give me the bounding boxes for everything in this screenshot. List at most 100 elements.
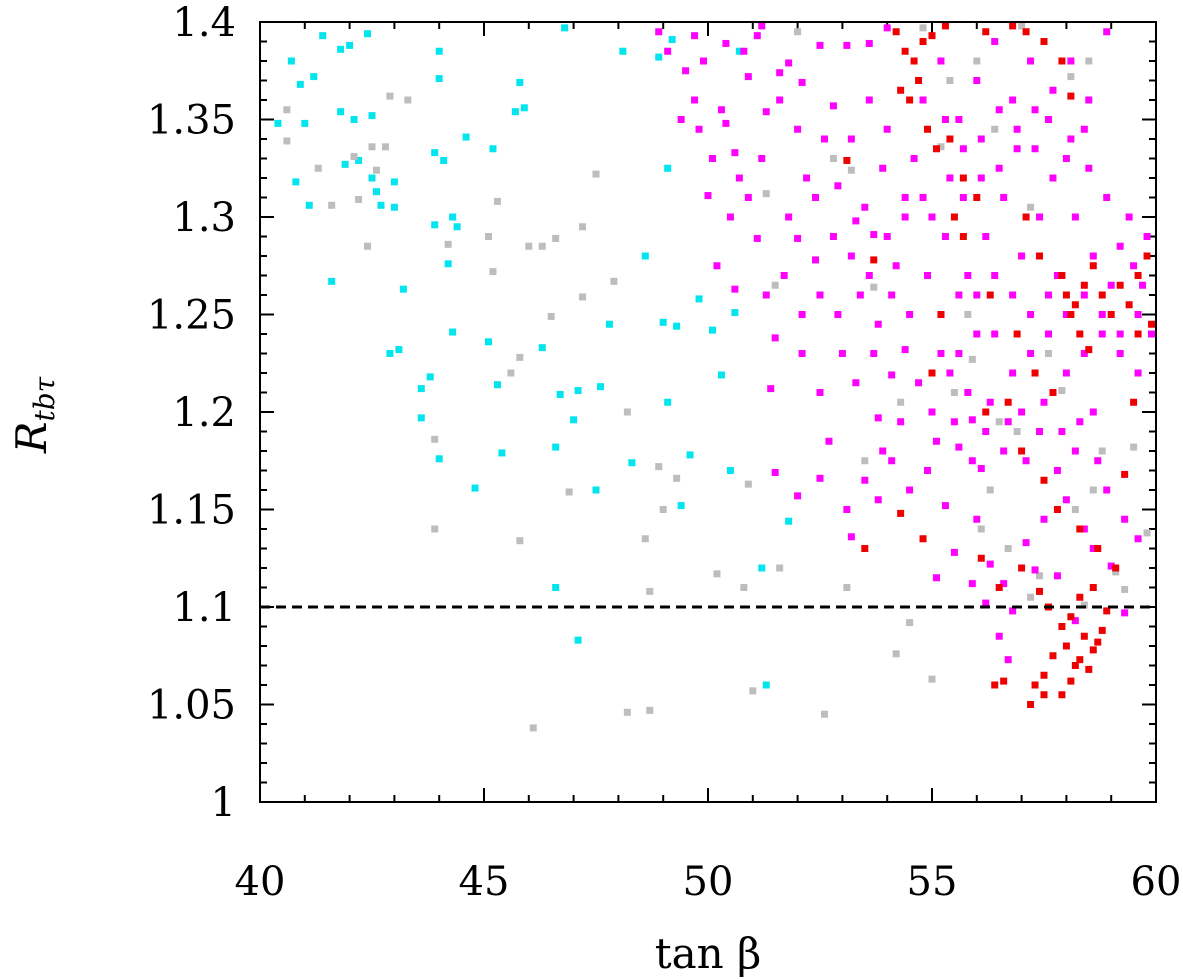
data-point — [1116, 281, 1124, 289]
data-point — [1058, 57, 1066, 65]
data-point — [1076, 330, 1084, 338]
data-point — [552, 584, 560, 591]
data-point — [1112, 568, 1120, 576]
y-axis-label: Rtbτ — [7, 376, 61, 454]
data-point — [668, 36, 676, 44]
data-point — [498, 449, 506, 457]
data-point — [753, 234, 761, 242]
data-point — [1103, 194, 1111, 201]
data-point — [1036, 252, 1044, 260]
data-point — [982, 28, 990, 36]
data-point — [328, 277, 336, 285]
data-point — [995, 164, 1003, 172]
data-point — [995, 584, 1003, 591]
data-point — [1058, 623, 1066, 630]
data-point — [283, 106, 291, 114]
data-point — [484, 338, 492, 346]
data-point — [664, 398, 672, 406]
data-point — [1009, 22, 1017, 30]
data-point — [977, 465, 985, 473]
data-point — [852, 217, 860, 225]
data-point — [561, 24, 569, 32]
data-point — [1053, 506, 1061, 513]
data-point — [717, 371, 725, 379]
data-point — [1121, 609, 1129, 617]
data-point — [686, 451, 694, 459]
data-point — [1076, 593, 1084, 601]
data-point — [659, 318, 667, 326]
data-point — [973, 291, 981, 299]
data-point — [605, 320, 613, 328]
data-point — [579, 293, 587, 301]
data-point — [735, 47, 743, 55]
data-point — [1089, 486, 1097, 494]
data-point — [1027, 57, 1035, 65]
data-point — [991, 681, 999, 689]
data-point — [1076, 656, 1084, 664]
data-point — [1053, 467, 1061, 474]
data-point — [919, 535, 927, 543]
data-point — [906, 311, 914, 318]
data-point — [1013, 145, 1021, 153]
data-point — [341, 160, 349, 168]
data-point — [395, 346, 403, 354]
data-point — [1080, 125, 1088, 133]
data-point — [910, 155, 918, 162]
data-point — [968, 355, 976, 363]
data-point — [1027, 350, 1035, 357]
data-point — [1018, 22, 1026, 30]
data-point — [941, 502, 949, 510]
data-point — [1076, 418, 1084, 426]
data-point — [762, 108, 770, 116]
y-tick-label: 1.1 — [172, 585, 236, 631]
data-point — [888, 291, 896, 299]
data-point — [655, 463, 663, 471]
data-point — [301, 119, 309, 127]
data-point — [991, 38, 999, 45]
data-point — [1031, 106, 1039, 114]
data-point — [695, 125, 703, 133]
data-point — [1049, 86, 1057, 94]
data-point — [1040, 476, 1048, 484]
data-point — [968, 416, 976, 424]
data-point — [762, 681, 770, 689]
x-tick-label: 40 — [235, 859, 286, 905]
data-point — [1089, 584, 1097, 591]
data-point — [870, 256, 878, 264]
data-point — [350, 153, 358, 161]
data-point — [1103, 486, 1111, 494]
data-point — [843, 506, 851, 513]
data-point — [1143, 529, 1151, 537]
data-point — [861, 457, 869, 465]
data-point — [1018, 408, 1026, 416]
data-point — [798, 350, 806, 357]
data-point — [538, 242, 546, 250]
data-point — [785, 59, 793, 67]
data-point — [296, 80, 304, 88]
data-point — [1062, 369, 1070, 377]
data-point — [319, 32, 327, 40]
data-point — [870, 283, 878, 291]
data-point — [758, 564, 766, 572]
data-point — [462, 133, 470, 141]
data-point — [919, 194, 927, 201]
data-point — [493, 197, 501, 205]
data-point — [977, 554, 985, 562]
data-point — [973, 330, 981, 338]
data-point — [1058, 691, 1066, 699]
data-point — [901, 194, 909, 201]
data-point — [1027, 311, 1035, 318]
data-point — [785, 213, 793, 221]
data-point — [762, 190, 770, 198]
data-point — [1067, 677, 1075, 685]
data-point — [1067, 135, 1075, 143]
data-point — [820, 710, 828, 718]
data-point — [1027, 203, 1035, 211]
data-point — [977, 135, 985, 143]
data-point — [1089, 646, 1097, 654]
data-point — [888, 371, 896, 379]
data-point — [973, 194, 981, 201]
data-point — [404, 96, 412, 104]
data-point — [646, 587, 654, 595]
data-point — [991, 330, 999, 338]
